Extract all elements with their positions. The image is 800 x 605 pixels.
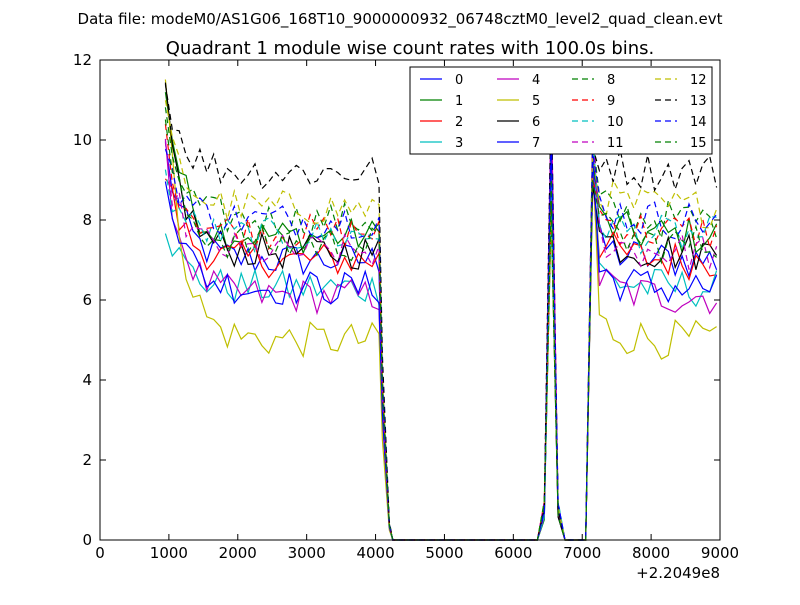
y-tick-label: 12 <box>73 51 92 69</box>
x-tick-label: 9000 <box>701 544 739 562</box>
legend-label-0: 0 <box>455 73 463 88</box>
legend-label-5: 5 <box>532 94 540 109</box>
x-tick-label: 1000 <box>150 544 188 562</box>
y-tick-label: 10 <box>73 131 92 149</box>
legend-label-13: 13 <box>690 94 707 109</box>
series-line-14 <box>164 127 718 541</box>
series-line-1 <box>164 92 718 541</box>
x-tick-label: 0 <box>95 544 105 562</box>
y-tick-label: 4 <box>82 371 92 389</box>
legend-label-1: 1 <box>455 94 463 109</box>
x-tick-label: 3000 <box>288 544 326 562</box>
series-line-0 <box>164 142 718 541</box>
legend-label-8: 8 <box>607 73 615 88</box>
legend-label-12: 12 <box>690 73 707 88</box>
series-line-11 <box>164 94 718 541</box>
x-tick-label: 6000 <box>494 544 532 562</box>
series-line-3 <box>164 162 718 541</box>
series-line-7 <box>164 143 718 541</box>
x-tick-label: 5000 <box>425 544 463 562</box>
series-layer <box>164 79 718 541</box>
series-line-2 <box>164 165 717 541</box>
legend-label-9: 9 <box>607 94 615 109</box>
x-tick-label: 7000 <box>563 544 601 562</box>
y-tick-label: 2 <box>82 451 92 469</box>
legend-label-14: 14 <box>690 115 707 130</box>
series-line-12 <box>164 100 718 541</box>
data-file-label: Data file: modeM0/AS1G06_168T10_90000009… <box>78 10 723 29</box>
legend-box <box>409 66 713 155</box>
legend-label-2: 2 <box>455 115 463 130</box>
series-line-9 <box>164 124 718 541</box>
legend-label-4: 4 <box>532 73 540 88</box>
legend-label-7: 7 <box>532 136 540 151</box>
series-line-5 <box>164 79 717 541</box>
x-tick-label: 4000 <box>356 544 394 562</box>
series-line-13 <box>164 84 718 541</box>
legend-label-6: 6 <box>532 115 540 130</box>
legend-label-3: 3 <box>455 136 463 151</box>
y-tick-label: 0 <box>82 531 92 549</box>
series-line-4 <box>164 96 718 541</box>
legend-label-15: 15 <box>690 136 707 151</box>
chart-title: Quadrant 1 module wise count rates with … <box>166 38 655 59</box>
y-tick-label: 8 <box>82 211 92 229</box>
axes-layer: 0 1000 2000 3000 4000 5000 6000 7000 8000 9000 0 2 4… <box>73 51 739 562</box>
series-line-6 <box>164 82 718 541</box>
legend-label-10: 10 <box>607 115 624 130</box>
legend-label-11: 11 <box>607 136 624 151</box>
series-line-15 <box>164 119 717 541</box>
y-tick-label: 6 <box>82 291 92 309</box>
series-line-8 <box>164 107 718 541</box>
x-tick-label: 8000 <box>632 544 670 562</box>
x-offset-label: +2.2049e8 <box>636 564 720 582</box>
x-tick-label: 2000 <box>219 544 257 562</box>
